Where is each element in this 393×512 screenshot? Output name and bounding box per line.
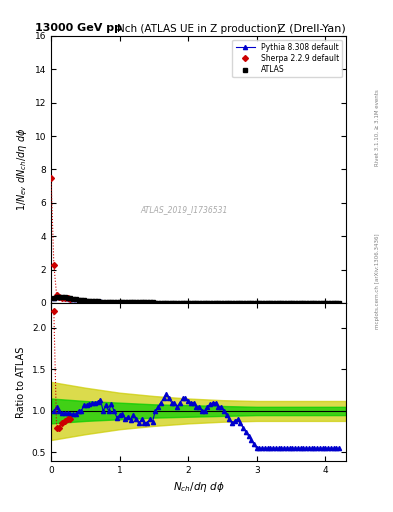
Pythia 8.308 default bbox=[260, 300, 264, 306]
Pythia 8.308 default bbox=[337, 300, 342, 306]
Pythia 8.308 default bbox=[93, 298, 97, 304]
Sherpa 2.2.9 default bbox=[60, 295, 64, 301]
Text: Z (Drell-Yan): Z (Drell-Yan) bbox=[278, 23, 346, 33]
Line: Sherpa 2.2.9 default: Sherpa 2.2.9 default bbox=[49, 176, 72, 301]
Pythia 8.308 default bbox=[54, 293, 59, 300]
Sherpa 2.2.9 default bbox=[65, 295, 70, 302]
Line: Pythia 8.308 default: Pythia 8.308 default bbox=[52, 294, 341, 305]
Pythia 8.308 default bbox=[334, 300, 339, 306]
Pythia 8.308 default bbox=[57, 293, 62, 300]
Sherpa 2.2.9 default bbox=[49, 175, 53, 181]
Pythia 8.308 default bbox=[263, 300, 267, 306]
Sherpa 2.2.9 default bbox=[68, 295, 73, 302]
Sherpa 2.2.9 default bbox=[62, 295, 67, 302]
Text: 13000 GeV pp: 13000 GeV pp bbox=[35, 23, 122, 33]
Pythia 8.308 default bbox=[51, 294, 56, 301]
Text: ATLAS_2019_I1736531: ATLAS_2019_I1736531 bbox=[140, 205, 228, 214]
Pythia 8.308 default bbox=[178, 300, 182, 306]
Sherpa 2.2.9 default bbox=[54, 291, 59, 297]
Text: Rivet 3.1.10, ≥ 3.1M events: Rivet 3.1.10, ≥ 3.1M events bbox=[375, 90, 380, 166]
Sherpa 2.2.9 default bbox=[57, 294, 62, 300]
X-axis label: $N_{ch}/d\eta\ d\phi$: $N_{ch}/d\eta\ d\phi$ bbox=[173, 480, 224, 494]
Sherpa 2.2.9 default bbox=[51, 262, 56, 268]
Y-axis label: $1/N_{ev}\ dN_{ch}/d\eta\ d\phi$: $1/N_{ev}\ dN_{ch}/d\eta\ d\phi$ bbox=[15, 127, 29, 211]
Title: Nch (ATLAS UE in Z production): Nch (ATLAS UE in Z production) bbox=[117, 24, 280, 34]
Text: mcplots.cern.ch [arXiv:1306.3436]: mcplots.cern.ch [arXiv:1306.3436] bbox=[375, 234, 380, 329]
Y-axis label: Ratio to ATLAS: Ratio to ATLAS bbox=[16, 346, 26, 418]
Legend: Pythia 8.308 default, Sherpa 2.2.9 default, ATLAS: Pythia 8.308 default, Sherpa 2.2.9 defau… bbox=[232, 39, 342, 77]
